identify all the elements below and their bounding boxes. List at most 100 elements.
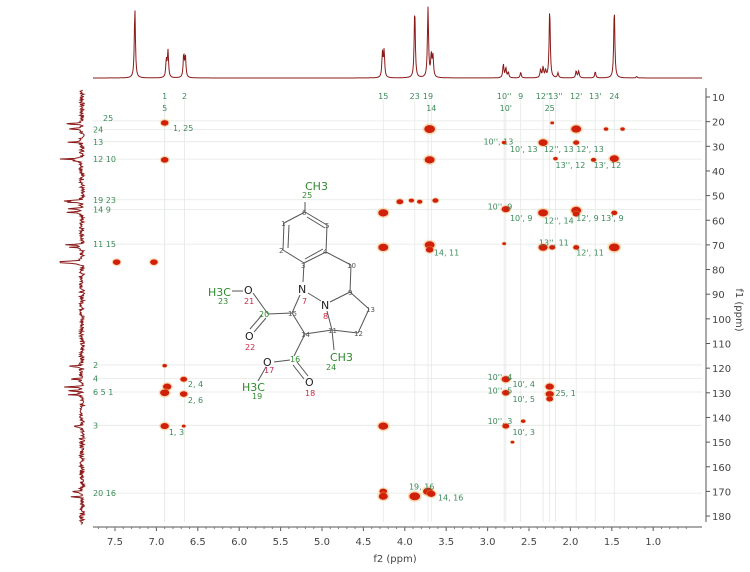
correlation-label: 25, 1 (555, 389, 575, 398)
x-tick-label: 5.5 (273, 537, 289, 548)
proton-label: 15 (378, 92, 388, 101)
cross-peak (425, 247, 434, 253)
cross-peak (432, 198, 439, 203)
y-tick-label: 170 (712, 487, 731, 498)
nitrogen-7: N (298, 283, 306, 296)
cross-peak (112, 259, 121, 265)
atom-number-15: 15 (288, 310, 297, 318)
y-tick-label: 10 (712, 93, 725, 104)
proton-1d-spectrum (93, 6, 702, 79)
h3c-19-label: H3C (242, 381, 265, 394)
y-tick-label: 160 (712, 463, 731, 474)
oxygen-21: O (244, 284, 253, 297)
cross-peak (424, 156, 435, 164)
proton-label: 2 (182, 92, 187, 101)
oxygen-22: O (245, 330, 254, 343)
cross-peak (409, 492, 421, 501)
y-tick-label: 70 (712, 241, 725, 252)
carbon-label: 24 (93, 126, 103, 135)
cross-peak (180, 376, 188, 382)
cross-peak (181, 424, 186, 428)
oxygen-17: O (263, 356, 272, 369)
correlation-label: 10'', 5 (488, 386, 513, 395)
cross-peak (603, 127, 609, 131)
y-tick-label: 90 (712, 290, 725, 301)
proton-label: 12'' (536, 92, 551, 101)
correlation-label: 12'', 14 (544, 216, 574, 225)
h3c-23-label: H3C (208, 286, 231, 299)
y-tick-label: 30 (712, 142, 725, 153)
y-tick-label: 100 (712, 315, 731, 326)
carbon-label: 25 (103, 114, 113, 123)
cross-peak (546, 396, 554, 402)
cross-peak (378, 243, 389, 252)
atom-number-10: 10 (347, 262, 356, 270)
correlation-label: 10'', 4 (488, 373, 513, 382)
atom-number-8: 8 (323, 312, 328, 321)
nitrogen-8: N (321, 299, 329, 312)
cross-peak (502, 242, 507, 246)
proton-label: 12' (570, 92, 582, 101)
cross-peak (424, 125, 435, 133)
assignment-labels: 1 2 15 23 19 10'' 9 12''13'' 12' 13' 245 14 10' 25252… (93, 92, 624, 503)
cross-peak (571, 125, 582, 133)
atom-number-7: 7 (302, 297, 307, 306)
carbon-label: 20 16 (93, 489, 116, 498)
atom-number-11: 11 (328, 327, 337, 335)
x-tick-label: 2.5 (521, 537, 537, 548)
cross-peak (378, 492, 388, 500)
x-tick-label: 2.0 (562, 537, 578, 548)
cross-peak (573, 140, 580, 145)
proton-label: 24 (609, 92, 619, 101)
correlation-label: 19, 16 (409, 482, 434, 491)
correlation-label: 13'', 11 (539, 238, 569, 247)
correlation-label: 14, 16 (438, 494, 463, 503)
cross-peak (572, 211, 580, 217)
cross-peak (609, 155, 619, 162)
cross-peak (590, 157, 597, 162)
cross-peak (510, 440, 515, 444)
atom-number-14: 14 (301, 331, 310, 339)
proton-label: 13'' (548, 92, 563, 101)
cross-peak (160, 422, 169, 430)
oxygen-18: O (305, 376, 314, 389)
x-tick-label: 4.5 (355, 537, 371, 548)
y-tick-label: 120 (712, 364, 731, 375)
cross-peak (501, 140, 507, 145)
correlation-label: 12', 11 (576, 248, 604, 257)
y-tick-label: 50 (712, 192, 725, 203)
x-tick-label: 1.0 (645, 537, 661, 548)
correlation-label: 13', 12 (594, 161, 622, 170)
atom-number-17: 17 (264, 366, 274, 375)
x-tick-label: 3.5 (438, 537, 454, 548)
cross-peak (501, 206, 510, 213)
correlation-label: 13', 9 (601, 214, 624, 223)
x-tick-label: 4.0 (397, 537, 413, 548)
proton-label: 9 (518, 92, 523, 101)
cross-peak (571, 206, 582, 215)
proton-label: 23 (410, 92, 420, 101)
cross-peak (545, 390, 554, 398)
y-tick-label: 140 (712, 413, 731, 424)
cross-peak (620, 127, 625, 131)
atom-number-21: 21 (244, 297, 254, 306)
atom-number-12: 12 (354, 330, 363, 338)
correlation-label: 14, 11 (434, 248, 459, 257)
carbon-1d-spectrum (59, 89, 87, 525)
cross-peak (379, 488, 388, 495)
y-axis-ticks: 10 20 30 40 50 60 70 80 90 100 110 120 130 140 150 160 1… (706, 93, 731, 523)
cross-peak (502, 390, 510, 396)
cross-peak (378, 422, 389, 430)
atom-number-20: 20 (259, 310, 269, 319)
cross-peak (424, 241, 435, 249)
atom-number-19: 19 (252, 392, 262, 401)
carbon-label: 2 (93, 361, 98, 370)
correlation-label: 10', 3 (512, 428, 535, 437)
proton-label: 19 (423, 92, 433, 101)
atom-number-18: 18 (305, 389, 315, 398)
cross-peak (160, 120, 169, 126)
x-tick-label: 7.0 (148, 537, 164, 548)
x-tick-label: 6.0 (231, 537, 247, 548)
ch3-25-label: CH3 (305, 180, 328, 193)
atom-number-2: 2 (279, 247, 283, 255)
